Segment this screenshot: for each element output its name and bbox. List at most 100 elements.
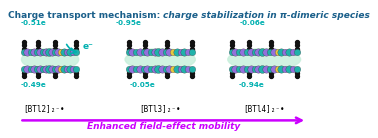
Point xyxy=(34,68,40,70)
Point xyxy=(137,68,143,70)
Point xyxy=(174,51,180,53)
Text: e⁻: e⁻ xyxy=(82,42,93,51)
Point xyxy=(229,41,235,44)
Text: -0.05e: -0.05e xyxy=(130,82,155,88)
Point xyxy=(22,75,28,77)
Point xyxy=(126,51,132,53)
Point xyxy=(263,51,269,53)
Point xyxy=(35,75,41,77)
Point xyxy=(22,48,28,50)
Point xyxy=(189,68,195,70)
Point xyxy=(130,68,136,70)
Text: -0.51e: -0.51e xyxy=(21,20,47,26)
Point xyxy=(290,51,296,53)
Point xyxy=(229,71,235,74)
Point xyxy=(45,68,51,70)
Point xyxy=(142,71,148,74)
Point xyxy=(232,68,239,70)
Point xyxy=(148,51,154,53)
Point xyxy=(256,51,262,53)
Point xyxy=(294,71,300,74)
Point xyxy=(73,71,79,74)
Point xyxy=(267,68,273,70)
Point xyxy=(130,51,136,53)
Point xyxy=(73,68,79,70)
Point xyxy=(236,51,242,53)
Point xyxy=(37,51,43,53)
Point xyxy=(252,68,258,70)
Point xyxy=(28,68,34,70)
Text: Charge transport mechanism:: Charge transport mechanism: xyxy=(8,11,163,20)
Point xyxy=(163,51,169,53)
Point xyxy=(189,75,195,77)
Point xyxy=(164,41,170,44)
Text: charge stabilization in π-dimeric species: charge stabilization in π-dimeric specie… xyxy=(163,11,370,20)
Point xyxy=(142,41,148,44)
Point xyxy=(48,68,54,70)
Point xyxy=(166,68,172,70)
Point xyxy=(244,68,250,70)
Point xyxy=(178,51,184,53)
Text: [BTl2]₂⁻•: [BTl2]₂⁻• xyxy=(23,104,65,113)
Point xyxy=(240,51,246,53)
Point xyxy=(73,41,79,44)
Point xyxy=(141,51,147,53)
Point xyxy=(271,51,277,53)
Point xyxy=(70,68,76,70)
Point xyxy=(37,68,43,70)
Point xyxy=(229,48,235,50)
Point xyxy=(73,75,79,77)
Point xyxy=(246,41,252,44)
Point xyxy=(64,68,70,70)
Point xyxy=(53,44,59,46)
Point xyxy=(279,51,285,53)
Point xyxy=(263,68,269,70)
Point xyxy=(229,51,235,53)
Point xyxy=(274,51,280,53)
Point xyxy=(73,51,79,53)
Point xyxy=(268,75,274,77)
Point xyxy=(25,51,31,53)
Point xyxy=(267,51,273,53)
Point xyxy=(53,71,59,74)
Point xyxy=(57,51,64,53)
Point xyxy=(166,51,172,53)
Point xyxy=(67,51,73,53)
Point xyxy=(22,41,28,44)
Point xyxy=(159,68,165,70)
Point xyxy=(137,51,143,53)
Point xyxy=(133,51,139,53)
Point xyxy=(22,44,28,46)
Point xyxy=(246,75,252,77)
Point xyxy=(159,51,165,53)
Text: [BTl4]₂⁻•: [BTl4]₂⁻• xyxy=(243,104,285,113)
Point xyxy=(256,68,262,70)
Point xyxy=(252,51,258,53)
Point xyxy=(189,41,195,44)
Point xyxy=(152,51,158,53)
Point xyxy=(142,75,148,77)
Text: -0.49e: -0.49e xyxy=(21,82,47,88)
Point xyxy=(64,51,70,53)
Text: -0.94e: -0.94e xyxy=(238,82,264,88)
Point xyxy=(294,51,300,53)
Point xyxy=(174,68,180,70)
Point xyxy=(40,68,46,70)
Point xyxy=(164,75,170,77)
Point xyxy=(45,51,51,53)
Point xyxy=(294,41,300,44)
Point xyxy=(244,51,250,53)
Point xyxy=(155,68,161,70)
Point xyxy=(282,51,288,53)
Point xyxy=(53,41,59,44)
Point xyxy=(236,68,242,70)
Point xyxy=(294,44,300,46)
Point xyxy=(246,48,252,50)
Point xyxy=(232,51,239,53)
Point xyxy=(274,68,280,70)
Point xyxy=(144,51,150,53)
Ellipse shape xyxy=(228,49,301,70)
Point xyxy=(54,68,60,70)
Point xyxy=(144,68,150,70)
Point xyxy=(290,68,296,70)
